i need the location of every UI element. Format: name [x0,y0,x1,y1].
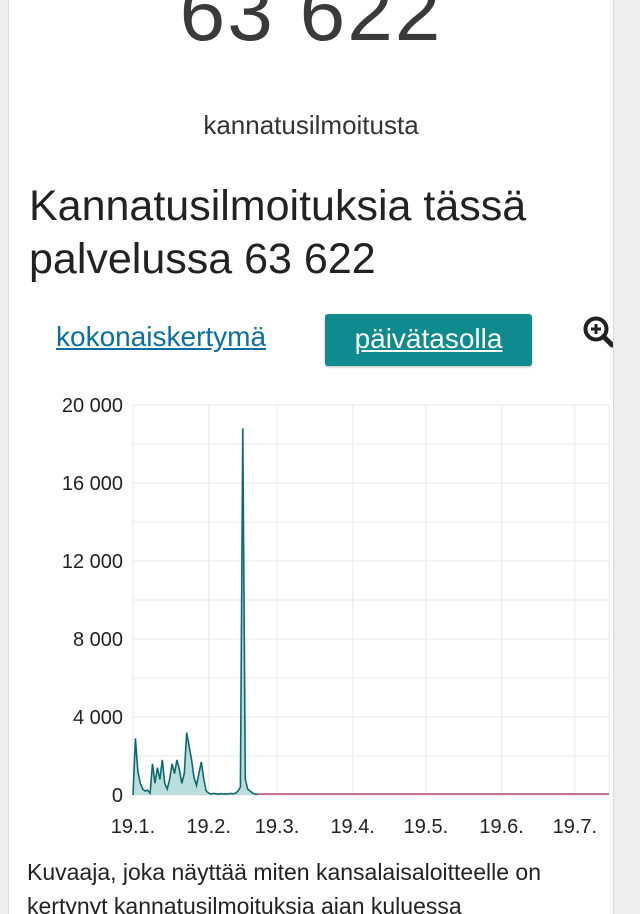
x-tick-label: 19.6. [479,816,523,838]
x-tick-label: 19.5. [404,816,448,838]
x-tick-label: 19.1. [111,816,155,838]
y-tick-label: 12 000 [62,551,123,573]
chart-area [132,428,609,796]
tab-daily[interactable]: päivätasolla [325,314,532,366]
y-tick-label: 20 000 [62,395,123,417]
series-line [132,428,258,796]
x-tick-label: 19.7. [553,816,597,838]
total-count: 63 622 [179,0,443,58]
y-tick-label: 4 000 [73,707,123,729]
content-card: 63 622 kannatusilmoitusta Kannatusilmoit… [8,0,614,914]
count-unit-label: kannatusilmoitusta [203,110,419,140]
x-tick-label: 19.4. [330,816,374,838]
daily-chart: 20 000 16 000 12 000 8 000 4 000 0 19.1. 19.2.… [62,395,610,838]
y-tick-label: 8 000 [73,629,123,651]
y-tick-label: 16 000 [62,473,123,495]
chart-caption: Kuvaaja, joka näyttää miten kansalaisalo… [27,859,541,914]
y-tick-label: 0 [112,785,123,807]
page-title: Kannatusilmoituksia tässä palvelussa 63 … [29,182,527,283]
x-axis-labels: 19.1. 19.2. 19.3. 19.4. 19.5. 19.6. 19.7. [111,816,597,838]
x-tick-label: 19.3. [255,816,299,838]
zoom-in-icon[interactable] [581,314,613,350]
y-axis-labels: 20 000 16 000 12 000 8 000 4 000 0 [62,395,123,807]
tab-daily-label: päivätasolla [354,323,503,354]
chart-grid [132,404,610,796]
tab-cumulative[interactable]: kokonaiskertymä [56,321,267,352]
x-tick-label: 19.2. [186,816,230,838]
